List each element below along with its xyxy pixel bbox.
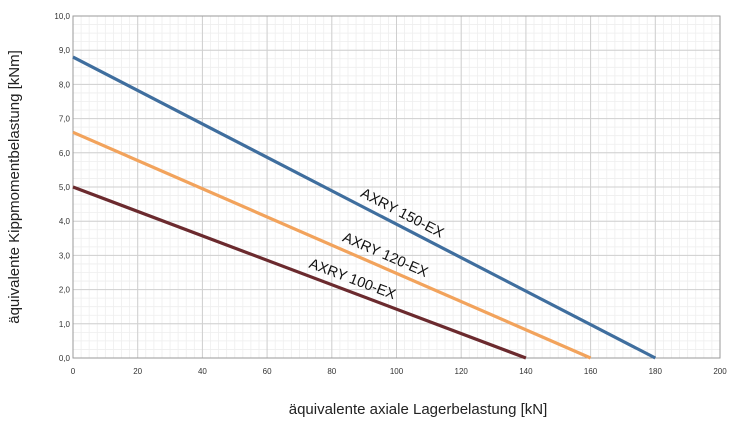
y-tick-label: 7,0 — [59, 115, 71, 124]
x-tick-label: 120 — [455, 367, 469, 376]
x-tick-label: 20 — [133, 367, 142, 376]
y-tick-label: 2,0 — [59, 286, 71, 295]
x-axis-title: äquivalente axiale Lagerbelastung [kN] — [289, 401, 548, 418]
x-tick-label: 200 — [713, 367, 727, 376]
y-tick-label: 5,0 — [59, 183, 71, 192]
y-tick-label: 6,0 — [59, 149, 71, 158]
y-tick-label: 4,0 — [59, 217, 71, 226]
series-label-axry-150-ex: AXRY 150-EX — [358, 185, 447, 241]
y-tick-label: 9,0 — [59, 46, 71, 55]
y-tick-label: 8,0 — [59, 80, 71, 89]
x-tick-labels: 0 20 40 60 80 100 120 140 160 180 200 — [71, 367, 727, 376]
series-lines — [72, 55, 657, 360]
x-tick-label: 100 — [390, 367, 404, 376]
series-line-axry-120-ex — [72, 130, 592, 360]
x-tick-label: 60 — [263, 367, 272, 376]
x-tick-label: 40 — [198, 367, 207, 376]
y-axis-title: äquivalente Kippmomentbelastung [kNm] — [6, 50, 23, 324]
y-tick-label: 0,0 — [59, 354, 71, 363]
x-tick-label: 80 — [327, 367, 336, 376]
x-tick-label: 180 — [649, 367, 663, 376]
y-tick-labels: 0,0 1,0 2,0 3,0 4,0 5,0 6,0 7,0 8,0 9,0 10,0 — [54, 12, 70, 363]
y-tick-label: 3,0 — [59, 251, 71, 260]
y-tick-label: 10,0 — [54, 12, 70, 21]
series-line-axry-100-ex — [72, 185, 527, 360]
series-line-axry-150-ex — [72, 55, 657, 360]
x-tick-label: 0 — [71, 367, 76, 376]
y-tick-label: 1,0 — [59, 320, 71, 329]
x-tick-label: 160 — [584, 367, 598, 376]
x-tick-label: 140 — [519, 367, 533, 376]
